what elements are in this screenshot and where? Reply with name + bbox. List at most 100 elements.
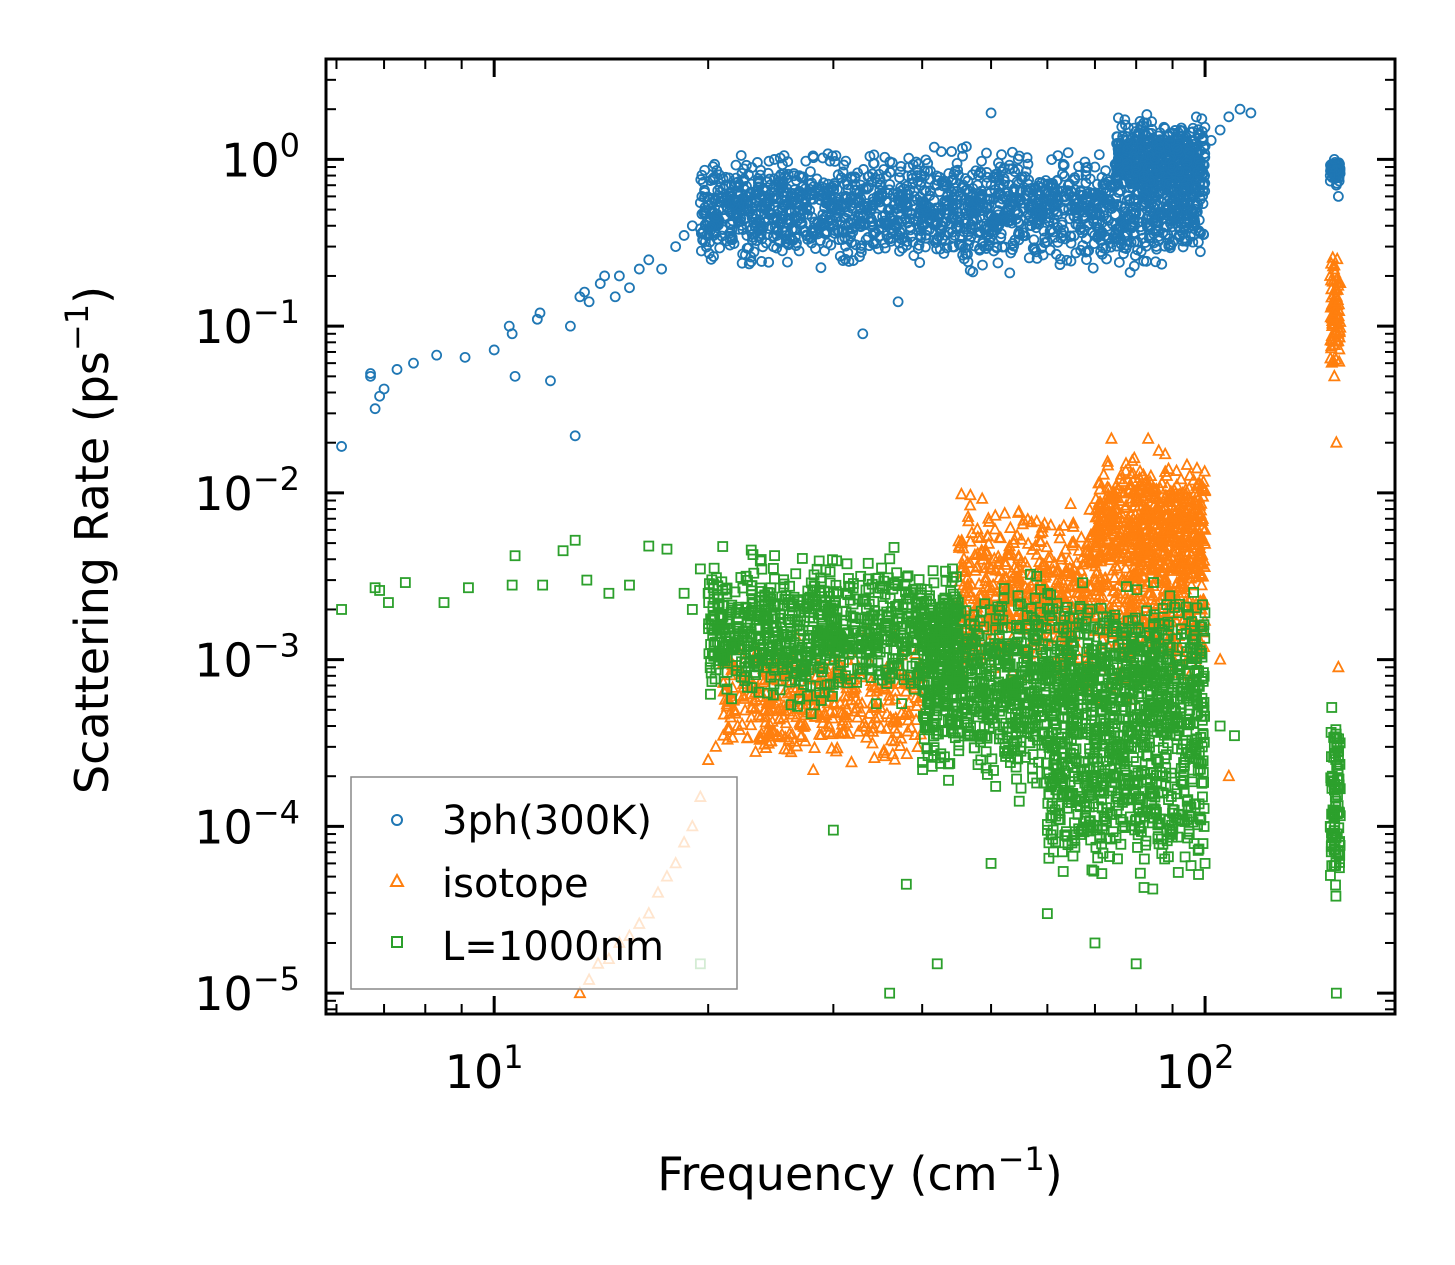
series-point-triangle [1048,555,1062,569]
series-point-circle [967,183,979,194]
series-point-circle [1142,162,1154,173]
series-point-triangle [1326,250,1340,263]
series-point-circle [1056,219,1068,231]
series-point-circle [941,242,953,254]
series-point-triangle [1160,479,1174,492]
series-point-circle [763,207,775,219]
series-point-circle [946,174,958,186]
series-point-circle [1031,197,1043,209]
series-point-circle [773,236,785,248]
series-point-circle [1041,179,1053,191]
series-point-circle [783,204,795,215]
series-point-circle [939,198,951,210]
series-point-triangle [1058,581,1072,594]
series-point-triangle [1137,488,1151,502]
series-point-triangle [1012,504,1026,517]
series-point-triangle [1052,575,1066,588]
series-point-circle [1069,174,1080,186]
series-point-triangle [1124,506,1138,520]
series-point-triangle [971,529,985,543]
series-point-circle [756,202,768,214]
series-point-circle [827,185,839,196]
series-point-triangle [1014,554,1028,567]
series-point-triangle [709,739,723,752]
series-point-circle [1192,199,1204,211]
series-point-circle [1146,123,1158,135]
series-point-circle [1193,153,1205,165]
series-point-circle [1029,242,1040,254]
series-point-circle [756,256,767,267]
series-point-circle [1044,189,1056,200]
series-point-circle [819,245,830,257]
series-point-circle [1187,236,1199,248]
series-point-triangle [1101,454,1115,467]
series-point-circle [1022,158,1034,170]
series-point-triangle [872,709,886,723]
series-point-circle [391,364,403,375]
series-point-circle [996,149,1007,161]
series-point-triangle [1144,468,1158,482]
series-point-circle [760,237,772,249]
series-point-triangle [1132,528,1146,541]
series-point-triangle [826,695,840,708]
series-point-circle [957,179,969,191]
series-point-square [742,681,753,693]
series-point-square [900,586,911,598]
series-point-circle [1010,213,1022,225]
series-point-circle [488,344,500,356]
series-point-circle [884,166,896,178]
series-point-triangle [1059,563,1073,576]
series-point-triangle [979,573,993,587]
series-point-circle [850,239,862,251]
series-point-circle [825,239,837,251]
series-point-triangle [1324,300,1338,313]
series-point-circle [1171,205,1183,217]
series-point-circle [776,201,788,213]
series-point-circle [431,349,443,361]
series-point-circle [745,197,757,209]
series-point-triangle [806,762,820,776]
series-point-circle [1020,166,1032,178]
series-point-circle [1089,161,1101,173]
series-point-circle [1199,151,1211,163]
series-point-triangle [1082,554,1096,567]
series-point-square [884,553,896,565]
series-point-triangle [988,588,1002,602]
series-point-circle [796,172,808,184]
series-point-triangle [1324,351,1337,364]
series-point-circle [719,193,731,205]
series-point-circle [1193,214,1205,226]
series-3ph-points [336,103,1346,452]
series-point-circle [731,188,743,200]
series-point-circle [923,224,935,236]
series-point-circle [740,159,752,171]
series-point-triangle [955,533,969,546]
series-point-triangle [1126,473,1140,487]
series-point-circle [707,161,719,173]
series-point-circle [894,245,905,257]
series-point-circle [1015,185,1026,196]
series-point-circle [780,236,792,248]
series-point-circle [985,179,997,191]
series-point-triangle [1004,546,1018,559]
series-point-square [785,699,797,711]
series-point-circle [1328,153,1340,165]
series-point-triangle [1173,499,1187,512]
series-point-circle [845,227,856,239]
series-point-triangle [744,717,758,731]
series-point-circle [914,257,926,268]
series-point-circle [985,193,996,205]
series-point-circle [1245,107,1257,119]
series-point-circle [506,328,518,340]
series-point-circle [1188,135,1199,147]
series-point-triangle [764,733,778,746]
series-point-triangle [1088,522,1102,535]
series-point-circle [714,242,726,254]
series-point-triangle [1144,539,1158,553]
series-point-circle [752,181,764,193]
series-point-circle [976,155,987,167]
series-point-triangle [1109,477,1123,491]
series-point-square [792,700,803,712]
series-point-circle [779,171,791,182]
series-point-triangle [1172,534,1186,547]
